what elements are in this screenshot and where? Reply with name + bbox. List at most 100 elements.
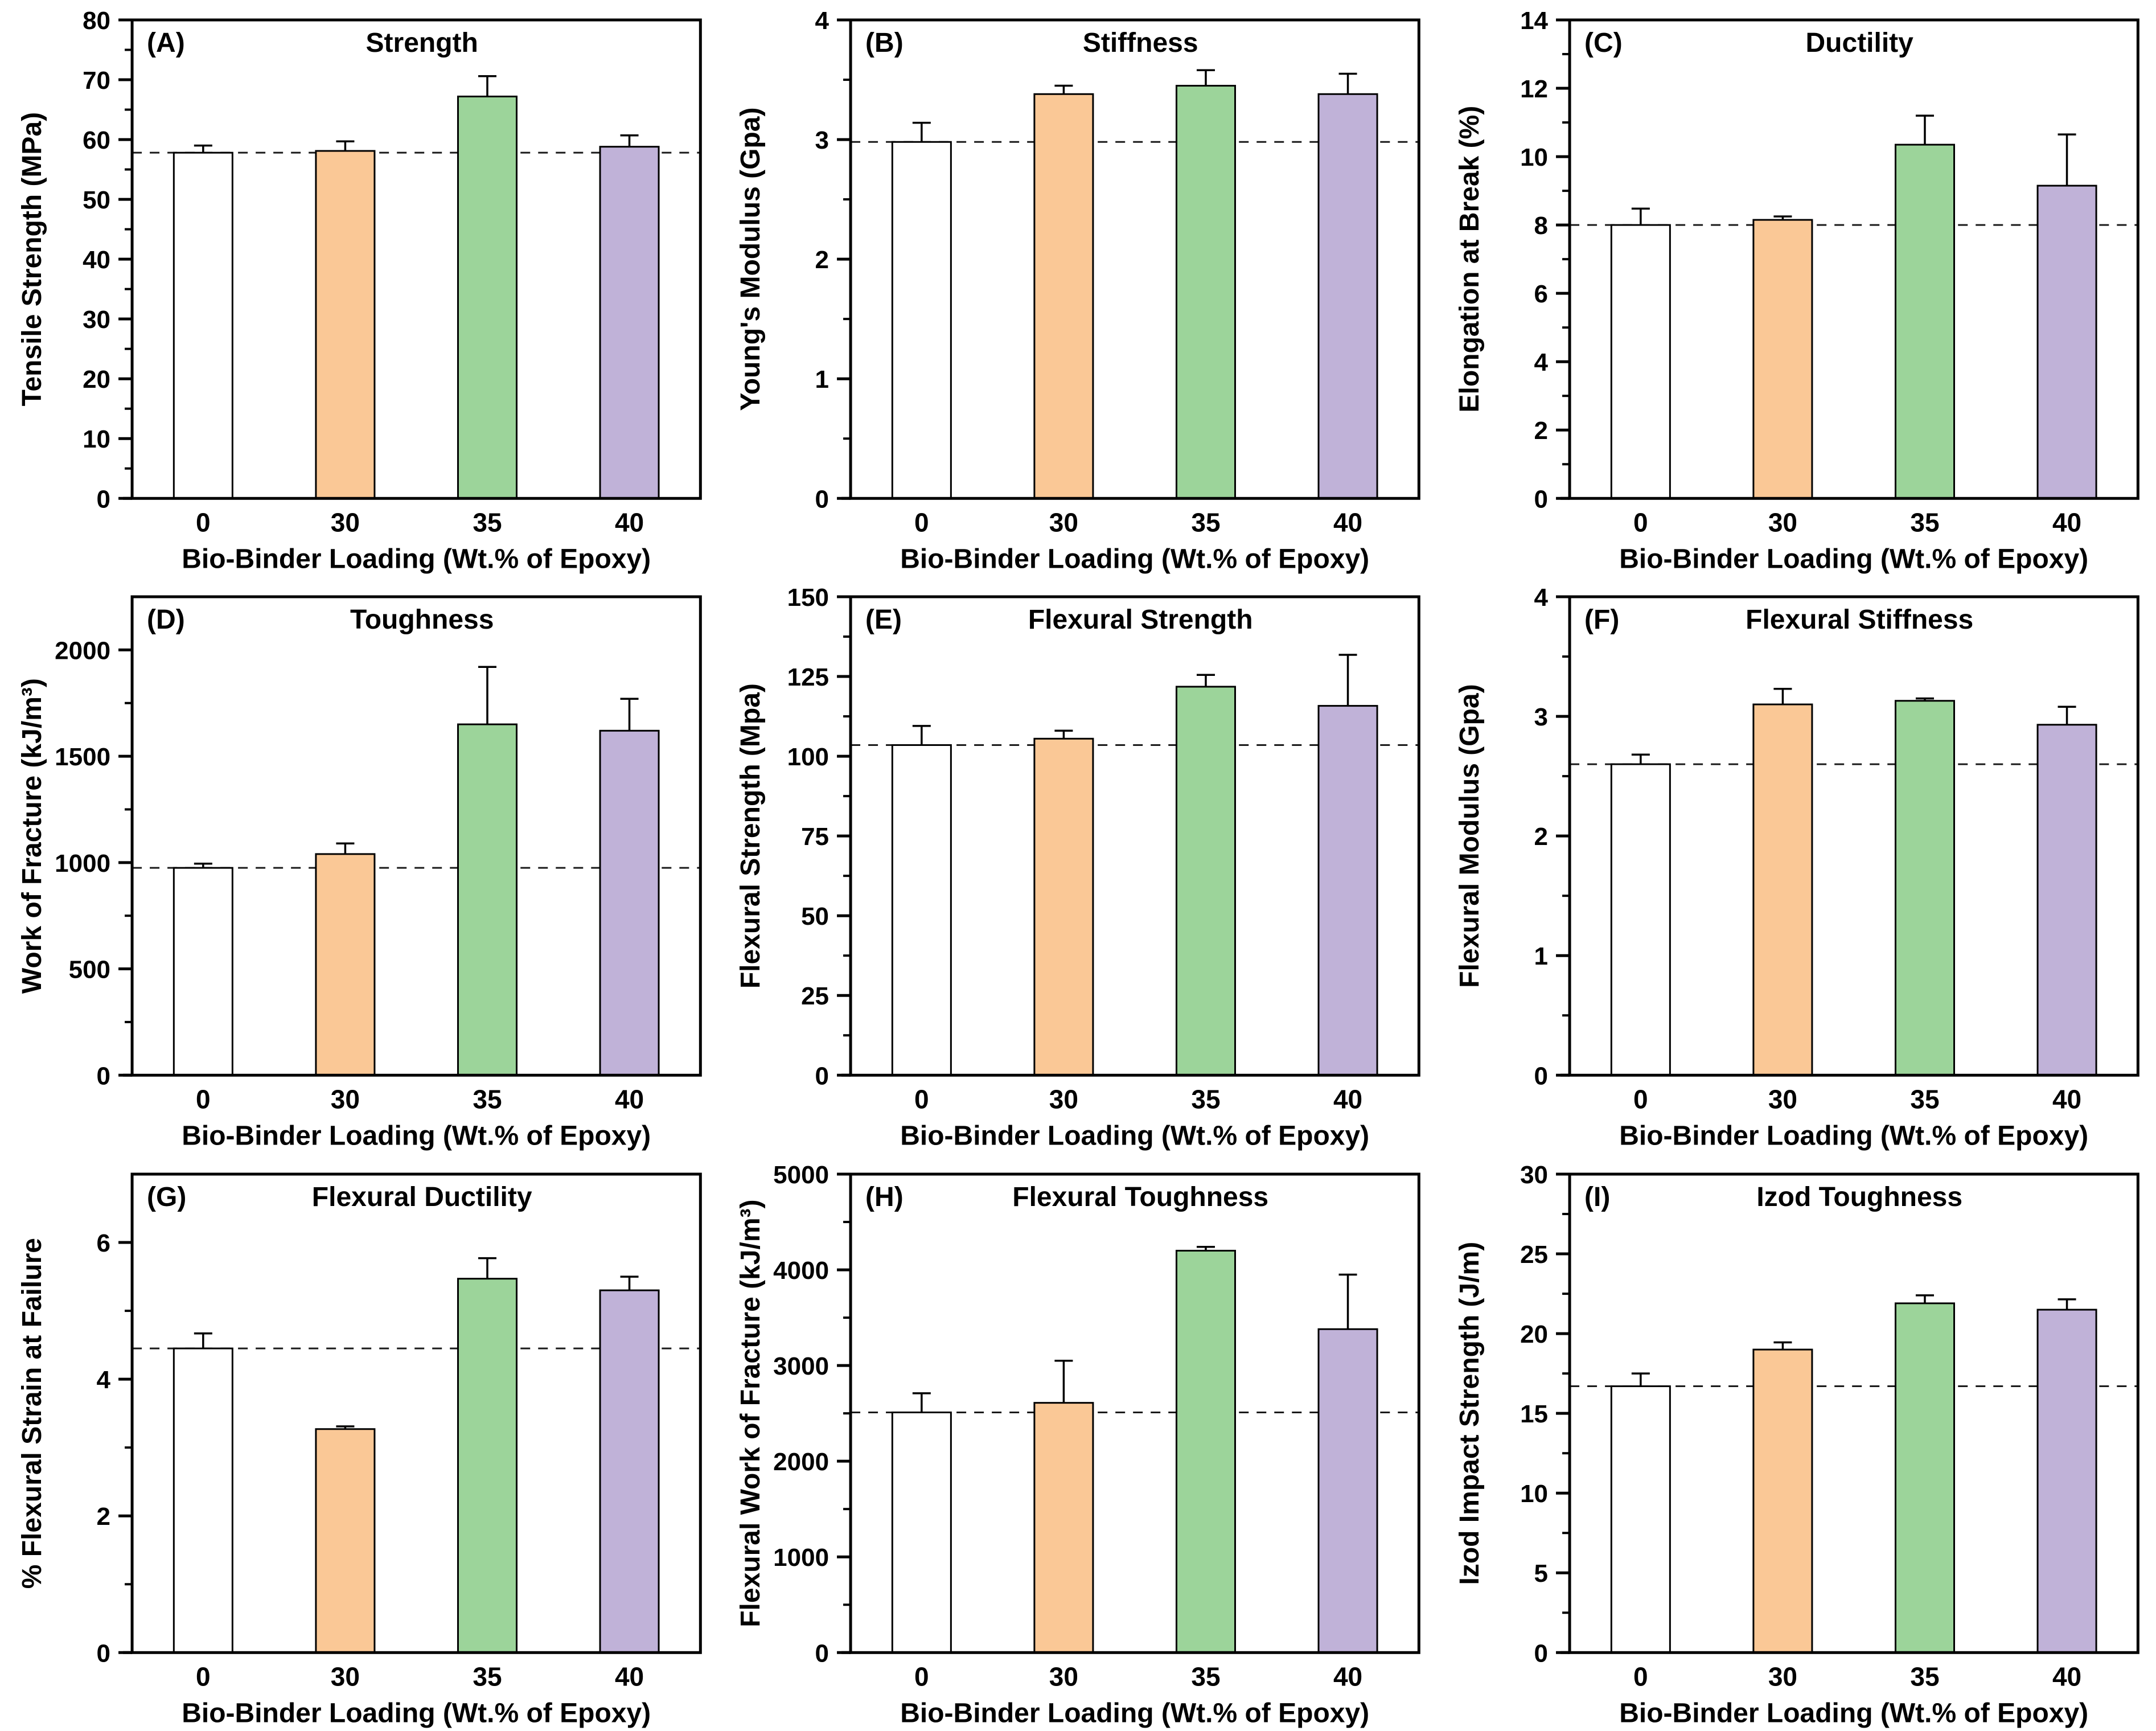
y-tick-label: 1 xyxy=(1534,943,1547,971)
chart-title: Toughness xyxy=(350,605,494,635)
x-axis-label: Bio-Binder Loading (Wt.% of Epoxy) xyxy=(182,1698,651,1728)
category-label: 0 xyxy=(914,1662,929,1691)
category-label: 35 xyxy=(1910,1085,1939,1114)
bar-35 xyxy=(1176,1249,1237,1654)
category-label: 30 xyxy=(331,507,360,537)
bar-35 xyxy=(457,1277,518,1654)
bar-40 xyxy=(2036,184,2097,499)
bar-0 xyxy=(892,1411,952,1654)
category-label: 30 xyxy=(1049,1085,1078,1114)
y-tick-label: 1000 xyxy=(55,850,110,877)
y-tick-label: 4 xyxy=(815,7,829,35)
category-label: 0 xyxy=(196,1662,211,1691)
bar-35 xyxy=(1176,85,1237,499)
y-tick-label: 25 xyxy=(1520,1241,1548,1269)
chart-svg: 0 2 4 6 0 30 35 40 (G) Flexural Ductility Bio-Bind… xyxy=(17,1172,702,1728)
y-axis-label: Young's Modulus (Gpa) xyxy=(736,108,766,411)
category-label: 35 xyxy=(1910,507,1939,537)
chart-title: Flexural Toughness xyxy=(1013,1182,1269,1212)
y-tick-label: 4 xyxy=(97,1366,111,1394)
category-label: 30 xyxy=(331,1662,360,1691)
x-axis-label: Bio-Binder Loading (Wt.% of Epoxy) xyxy=(1619,1121,2088,1151)
bar-0 xyxy=(173,151,233,499)
chart-panel-G: 0 2 4 6 0 30 35 40 (G) Flexural Ductility Bio-Bind… xyxy=(0,1154,718,1731)
category-label: 30 xyxy=(1049,507,1078,537)
bar-0 xyxy=(1610,1385,1671,1654)
chart-svg: 0 25 50 75 100 125 150 0 30 35 40 (E) Flexural Stren… xyxy=(736,584,1421,1151)
bar-30 xyxy=(1033,1401,1094,1654)
category-label: 30 xyxy=(1768,1085,1797,1114)
bar-30 xyxy=(315,150,376,499)
x-axis-label: Bio-Binder Loading (Wt.% of Epoxy) xyxy=(182,1121,651,1151)
category-label: 0 xyxy=(914,507,929,537)
panel-label: (A) xyxy=(147,28,185,58)
y-tick-label: 70 xyxy=(83,67,110,95)
y-tick-label: 12 xyxy=(1520,75,1548,103)
chart-svg: 0 5 10 15 20 25 30 0 30 35 40 (I) Izod Toughness Bio-… xyxy=(1455,1161,2139,1728)
bar-35 xyxy=(1894,700,1955,1077)
x-axis-label: Bio-Binder Loading (Wt.% of Epoxy) xyxy=(1619,1698,2088,1728)
y-tick-label: 20 xyxy=(83,366,110,393)
category-label: 35 xyxy=(1192,1662,1221,1691)
bar-30 xyxy=(1752,1348,1813,1654)
chart-panel-F: 0 1 2 3 4 0 30 35 40 (F) Flexural Stiffness Bio-Bin… xyxy=(1438,577,2156,1154)
y-tick-label: 50 xyxy=(801,903,829,931)
y-tick-label: 10 xyxy=(1520,1480,1548,1508)
category-label: 30 xyxy=(1049,1662,1078,1691)
y-tick-label: 1500 xyxy=(55,743,110,771)
y-tick-label: 4 xyxy=(1534,348,1548,376)
y-tick-label: 1 xyxy=(815,366,829,393)
bar-0 xyxy=(173,1347,233,1654)
category-label: 0 xyxy=(196,507,211,537)
y-tick-label: 2 xyxy=(1534,417,1547,445)
plot-frame xyxy=(1568,1172,2139,1654)
chart-title: Izod Toughness xyxy=(1756,1182,1962,1212)
bar-40 xyxy=(2036,1308,2097,1654)
y-tick-label: 4 xyxy=(1534,584,1548,612)
category-label: 0 xyxy=(914,1085,929,1114)
y-tick-label: 500 xyxy=(69,956,110,984)
x-axis-label: Bio-Binder Loading (Wt.% of Epoxy) xyxy=(1619,544,2088,574)
bar-30 xyxy=(1033,93,1094,499)
panel-label: (B) xyxy=(865,28,904,58)
bar-40 xyxy=(599,146,660,499)
y-tick-label: 5000 xyxy=(773,1161,829,1189)
bar-30 xyxy=(1752,703,1813,1077)
y-tick-label: 125 xyxy=(787,663,829,691)
bar-30 xyxy=(315,853,376,1077)
y-tick-label: 14 xyxy=(1520,7,1548,35)
bar-0 xyxy=(892,744,952,1077)
y-axis-label: Flexural Work of Fracture (kJ/m³) xyxy=(736,1199,766,1627)
bar-40 xyxy=(599,1289,660,1654)
panel-label: (I) xyxy=(1584,1182,1610,1212)
bar-40 xyxy=(1317,705,1378,1077)
category-label: 35 xyxy=(1192,507,1221,537)
category-label: 0 xyxy=(1633,507,1648,537)
category-label: 40 xyxy=(615,507,644,537)
y-tick-label: 4000 xyxy=(773,1257,829,1285)
y-tick-label: 75 xyxy=(801,823,829,851)
y-tick-label: 0 xyxy=(1534,1639,1547,1667)
chart-title: Flexural Stiffness xyxy=(1746,605,1973,635)
chart-title: Flexural Ductility xyxy=(312,1182,532,1212)
y-tick-label: 20 xyxy=(1520,1320,1548,1348)
chart-title: Flexural Strength xyxy=(1028,605,1253,635)
y-tick-label: 0 xyxy=(815,1063,829,1090)
y-tick-label: 3000 xyxy=(773,1352,829,1380)
category-label: 35 xyxy=(473,1085,502,1114)
panel-label: (G) xyxy=(147,1182,186,1212)
y-tick-label: 0 xyxy=(97,485,110,513)
y-tick-label: 0 xyxy=(97,1063,110,1090)
chart-title: Ductility xyxy=(1805,28,1913,58)
y-tick-label: 0 xyxy=(815,485,829,513)
y-axis-label: Izod Impact Strength (J/m) xyxy=(1455,1241,1485,1585)
y-tick-label: 30 xyxy=(83,306,110,334)
category-label: 40 xyxy=(615,1662,644,1691)
panel-label: (D) xyxy=(147,605,185,635)
bar-40 xyxy=(599,730,660,1077)
bar-0 xyxy=(892,141,952,499)
y-axis-label: % Flexural Strain at Failure xyxy=(17,1238,47,1589)
y-tick-label: 2000 xyxy=(773,1448,829,1476)
bar-40 xyxy=(1317,1328,1378,1654)
